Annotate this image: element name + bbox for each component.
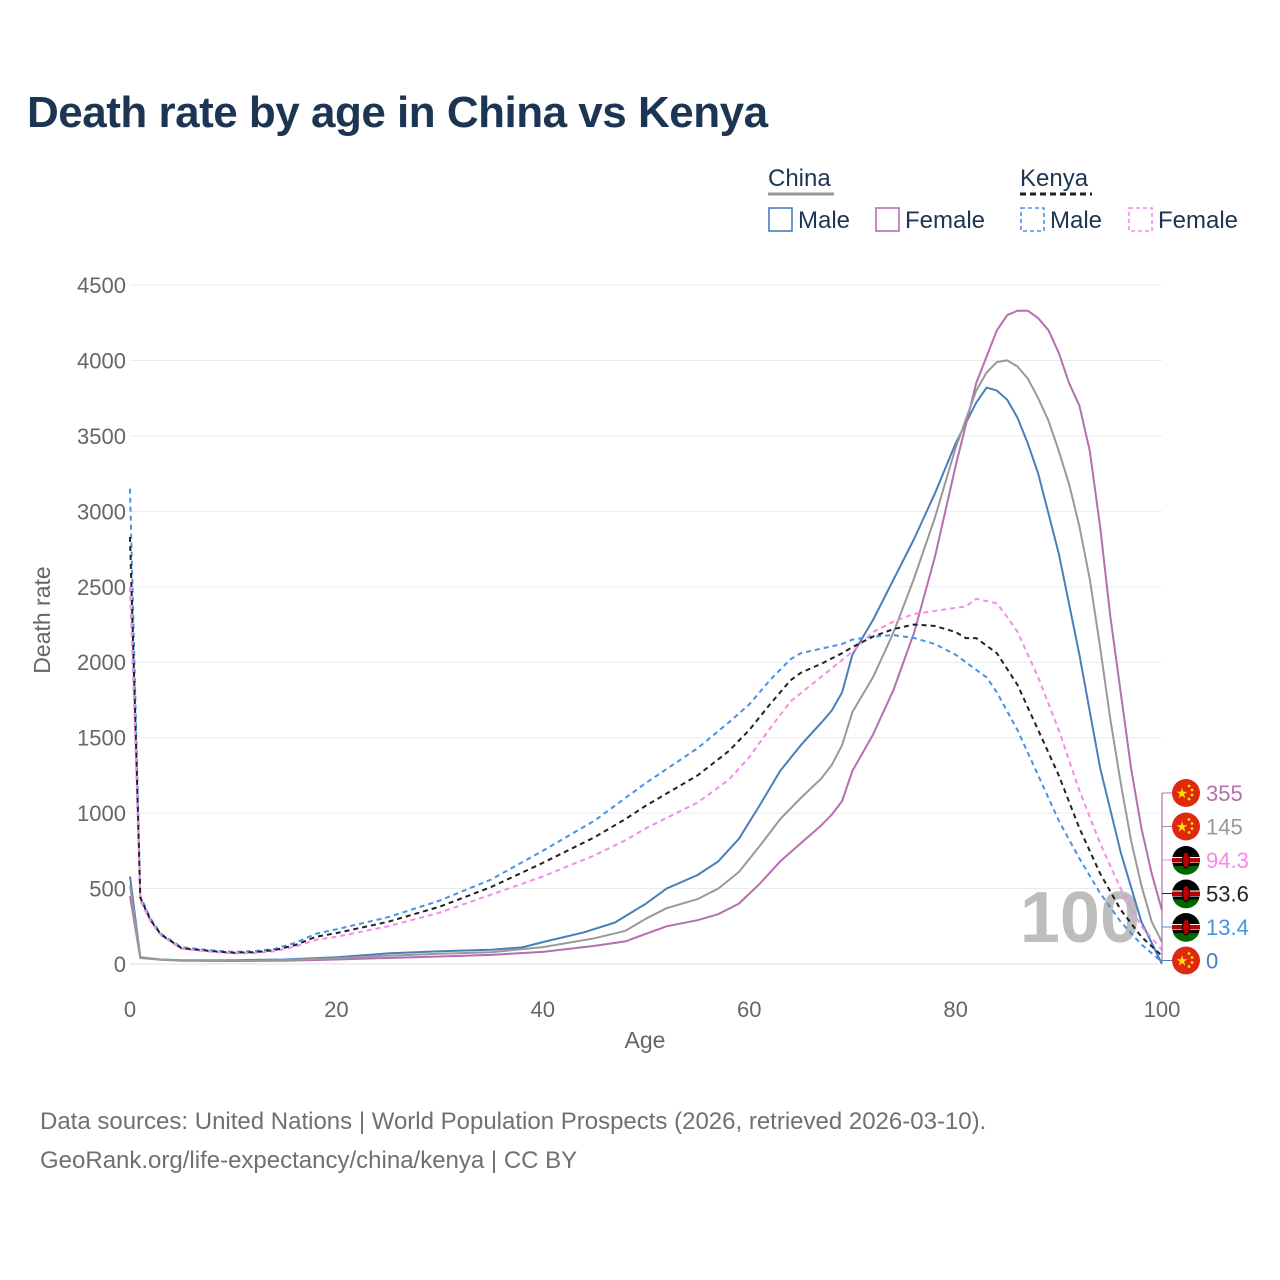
flag-china-small-star-3 [1187,965,1191,968]
y-tick-label-3500: 3500 [77,424,126,449]
legend-swatch-kenya-female[interactable] [1128,207,1153,232]
legend-swatch-kenya-male[interactable] [1020,207,1045,232]
flag-kenya-green-band [1173,866,1199,875]
flag-kenya-icon [1172,879,1200,909]
y-tick-label-500: 500 [89,877,126,902]
y-tick-label-0: 0 [114,952,126,977]
end-label-value-4: 13.4 [1206,915,1249,940]
end-label-value-0: 355 [1206,781,1243,806]
end-label-value-2: 94.3 [1206,848,1249,873]
flag-china-small-star-1 [1190,822,1194,825]
credit-link[interactable]: GeoRank.org/life-expectancy/china/kenya … [40,1147,578,1174]
legend: China Male Female Kenya Male Female [768,165,1238,234]
x-tick-label-60: 60 [737,997,761,1022]
end-label-value-1: 145 [1206,815,1243,840]
legend-group-kenya[interactable]: Kenya [1020,165,1089,192]
flag-kenya-green-band [1173,899,1199,909]
series-line-china-total [129,359,1163,962]
flag-china-small-star-0 [1187,952,1191,955]
series-line-kenya-male [129,488,1163,963]
flag-china-small-star-1 [1190,956,1194,959]
flag-china-small-star-0 [1187,784,1191,788]
gridlines [130,284,1162,965]
legend-group-china[interactable]: China [768,165,831,192]
y-tick-label-2000: 2000 [77,650,126,675]
flag-china-small-star-0 [1187,818,1191,821]
flag-kenya-shield [1182,851,1190,869]
flag-china-small-star-3 [1187,797,1191,801]
flag-china-icon: ★ [1172,812,1200,841]
year-watermark: 100 [1020,878,1140,958]
end-labels: ★ 355 ★ 145 94.3 53.6 13.4 ★ 0 [1161,779,1249,975]
end-label-value-3: 53.6 [1206,882,1249,907]
legend-swatch-china-male[interactable] [768,207,793,232]
x-tick-label-100: 100 [1144,997,1181,1022]
flag-china-star-icon: ★ [1176,785,1189,801]
flag-china-star-icon: ★ [1176,819,1189,835]
flag-china-icon: ★ [1172,946,1200,975]
series-line-china-female [129,309,1163,962]
flag-china-disc [1172,812,1200,841]
flag-china-small-star-1 [1190,788,1194,792]
flag-kenya-green-band [1173,933,1199,942]
y-axis-ticks: 0 500 1000 1500 2000 2500 3000 3500 4000 4500 [77,273,126,977]
x-axis-title: Age [625,1027,666,1053]
legend-label-kenya-male[interactable]: Male [1050,207,1102,234]
series-line-china-male [129,386,1163,965]
series-lines [129,309,1163,965]
x-tick-label-40: 40 [531,997,555,1022]
flag-china-disc [1172,946,1200,975]
flag-china-small-star-2 [1190,827,1194,830]
x-axis-ticks: 0 20 40 60 80 100 [124,997,1180,1022]
y-tick-label-3000: 3000 [77,499,126,524]
series-line-kenya-total [129,536,1163,957]
flag-kenya-shield [1182,918,1190,936]
flag-china-icon: ★ [1172,779,1200,807]
series-line-kenya-female [129,586,1163,955]
y-tick-label-4500: 4500 [77,273,126,298]
y-tick-label-2500: 2500 [77,575,126,600]
x-tick-label-20: 20 [324,997,348,1022]
legend-label-kenya-female[interactable]: Female [1158,207,1238,234]
chart: 100 050010001500200025003000350040004500… [29,165,1249,1053]
x-tick-label-0: 0 [124,997,136,1022]
y-tick-label-1500: 1500 [77,726,126,751]
y-axis-title: Death rate [29,566,55,673]
x-tick-label-80: 80 [943,997,967,1022]
legend-label-china-male[interactable]: Male [798,207,850,234]
flag-kenya-icon [1172,913,1200,942]
y-tick-label-4000: 4000 [77,348,126,373]
legend-label-china-female[interactable]: Female [905,207,985,234]
y-tick-label-1000: 1000 [77,801,126,826]
flag-kenya-shield [1182,885,1190,902]
flag-kenya-icon [1172,846,1200,875]
chart-title: Death rate by age in China vs Kenya [27,88,768,137]
flag-china-small-star-3 [1187,831,1191,834]
flag-china-small-star-2 [1190,961,1194,964]
flag-china-small-star-2 [1190,793,1194,797]
flag-china-disc [1172,779,1200,807]
data-source-note: Data sources: United Nations | World Pop… [40,1108,987,1135]
flag-china-star-icon: ★ [1176,953,1189,969]
end-label-value-5: 0 [1206,949,1218,974]
legend-swatch-china-female[interactable] [875,207,900,232]
